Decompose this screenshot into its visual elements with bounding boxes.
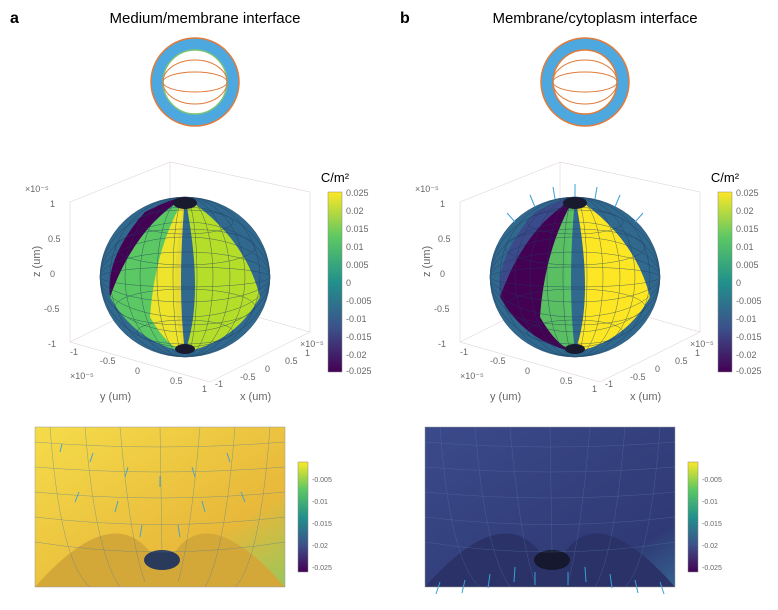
svg-text:1: 1 xyxy=(695,348,700,358)
svg-text:0: 0 xyxy=(50,269,55,279)
svg-text:1: 1 xyxy=(440,199,445,209)
closeup-b: -0.005 -0.01 -0.015 -0.02 -0.025 xyxy=(400,422,770,602)
svg-text:0.01: 0.01 xyxy=(346,242,364,252)
svg-text:×10⁻⁵: ×10⁻⁵ xyxy=(690,339,714,349)
svg-text:-1: -1 xyxy=(438,339,446,349)
x-label-b: x (um) xyxy=(630,391,661,403)
z-label-a: z (um) xyxy=(31,246,43,277)
svg-text:0.005: 0.005 xyxy=(346,260,369,270)
svg-text:-0.005: -0.005 xyxy=(346,296,372,306)
svg-text:-0.015: -0.015 xyxy=(346,332,372,342)
svg-text:-0.01: -0.01 xyxy=(702,499,718,506)
svg-text:0.015: 0.015 xyxy=(736,224,759,234)
svg-text:-1: -1 xyxy=(460,347,468,357)
svg-text:-0.02: -0.02 xyxy=(736,350,757,360)
svg-text:1: 1 xyxy=(592,384,597,394)
panel-b: b Membrane/cytoplasm interface xyxy=(400,10,770,602)
closeup-cbar-ticks-b: -0.005 -0.01 -0.015 -0.02 -0.025 xyxy=(702,477,722,572)
panel-letter-b: b xyxy=(400,10,410,28)
svg-text:0.5: 0.5 xyxy=(438,234,451,244)
svg-text:0.02: 0.02 xyxy=(736,206,754,216)
svg-text:-0.025: -0.025 xyxy=(736,366,762,376)
svg-text:×10⁻⁵: ×10⁻⁵ xyxy=(415,184,439,194)
svg-text:-0.5: -0.5 xyxy=(630,372,646,382)
cbar-label-a: C/m² xyxy=(321,170,350,185)
svg-text:-0.025: -0.025 xyxy=(312,565,332,572)
svg-text:-0.015: -0.015 xyxy=(736,332,762,342)
svg-text:-0.015: -0.015 xyxy=(702,521,722,528)
svg-text:-0.01: -0.01 xyxy=(312,499,328,506)
cbar-ticks-a: 0.025 0.02 0.015 0.01 0.005 0 -0.005 -0.… xyxy=(346,188,372,376)
svg-text:0: 0 xyxy=(525,366,530,376)
y-label-b: y (um) xyxy=(490,391,521,403)
svg-text:×10⁻⁵: ×10⁻⁵ xyxy=(300,339,324,349)
svg-text:0.5: 0.5 xyxy=(48,234,61,244)
svg-text:0.025: 0.025 xyxy=(346,188,369,198)
sphere-plot-a: ×10⁻⁵ z (um) x (um) y (um) 1 0.5 0 -0.5 … xyxy=(10,142,380,422)
svg-text:0: 0 xyxy=(265,364,270,374)
svg-text:-0.5: -0.5 xyxy=(44,304,60,314)
svg-text:-0.01: -0.01 xyxy=(736,314,757,324)
svg-text:-0.5: -0.5 xyxy=(434,304,450,314)
y-label-a: y (um) xyxy=(100,391,131,403)
ring-diagram-a xyxy=(10,32,380,142)
z-exp: ×10⁻⁵ xyxy=(25,184,49,194)
svg-text:0: 0 xyxy=(440,269,445,279)
svg-text:0.005: 0.005 xyxy=(736,260,759,270)
svg-text:-1: -1 xyxy=(605,379,613,389)
z-label-b: z (um) xyxy=(421,246,433,277)
sphere-plot-b: ×10⁻⁵ z (um) x (um) y (um) 1 0.5 0 -0.5 … xyxy=(400,142,770,422)
svg-text:0: 0 xyxy=(736,278,741,288)
svg-text:0.01: 0.01 xyxy=(736,242,754,252)
svg-text:-0.015: -0.015 xyxy=(312,521,332,528)
svg-text:0: 0 xyxy=(135,366,140,376)
svg-text:-0.02: -0.02 xyxy=(312,543,328,550)
svg-text:-1: -1 xyxy=(48,339,56,349)
svg-text:-0.025: -0.025 xyxy=(346,366,372,376)
svg-text:-0.005: -0.005 xyxy=(736,296,762,306)
svg-text:-0.01: -0.01 xyxy=(346,314,367,324)
svg-text:0.02: 0.02 xyxy=(346,206,364,216)
panel-a: a Medium/membrane interface xyxy=(10,10,380,602)
svg-text:-0.5: -0.5 xyxy=(490,356,506,366)
ring-diagram-b xyxy=(400,32,770,142)
svg-text:-0.02: -0.02 xyxy=(346,350,367,360)
svg-text:-1: -1 xyxy=(215,379,223,389)
svg-text:0.025: 0.025 xyxy=(736,188,759,198)
panel-letter-a: a xyxy=(10,10,19,28)
svg-text:0: 0 xyxy=(655,364,660,374)
svg-text:-0.005: -0.005 xyxy=(702,477,722,484)
closeup-a: -0.005 -0.01 -0.015 -0.02 -0.025 xyxy=(10,422,380,602)
x-label-a: x (um) xyxy=(240,391,271,403)
svg-text:-0.02: -0.02 xyxy=(702,543,718,550)
svg-text:-0.005: -0.005 xyxy=(312,477,332,484)
svg-text:1: 1 xyxy=(305,348,310,358)
svg-text:0.5: 0.5 xyxy=(560,376,573,386)
panel-title-a: Medium/membrane interface xyxy=(30,10,380,27)
svg-text:0: 0 xyxy=(346,278,351,288)
svg-text:×10⁻⁵: ×10⁻⁵ xyxy=(460,371,484,381)
svg-text:1: 1 xyxy=(202,384,207,394)
svg-text:-1: -1 xyxy=(70,347,78,357)
cbar-label-b: C/m² xyxy=(711,170,740,185)
svg-text:0.015: 0.015 xyxy=(346,224,369,234)
svg-text:1: 1 xyxy=(50,199,55,209)
svg-text:-0.5: -0.5 xyxy=(100,356,116,366)
figure: a Medium/membrane interface xyxy=(10,10,768,602)
svg-text:-0.025: -0.025 xyxy=(702,565,722,572)
svg-text:0.5: 0.5 xyxy=(285,356,298,366)
svg-text:0.5: 0.5 xyxy=(675,356,688,366)
svg-text:×10⁻⁵: ×10⁻⁵ xyxy=(70,371,94,381)
cbar-ticks-b: 0.025 0.02 0.015 0.01 0.005 0 -0.005 -0.… xyxy=(736,188,762,376)
closeup-cbar-ticks-a: -0.005 -0.01 -0.015 -0.02 -0.025 xyxy=(312,477,332,572)
svg-text:-0.5: -0.5 xyxy=(240,372,256,382)
panel-title-b: Membrane/cytoplasm interface xyxy=(420,10,770,27)
svg-text:0.5: 0.5 xyxy=(170,376,183,386)
